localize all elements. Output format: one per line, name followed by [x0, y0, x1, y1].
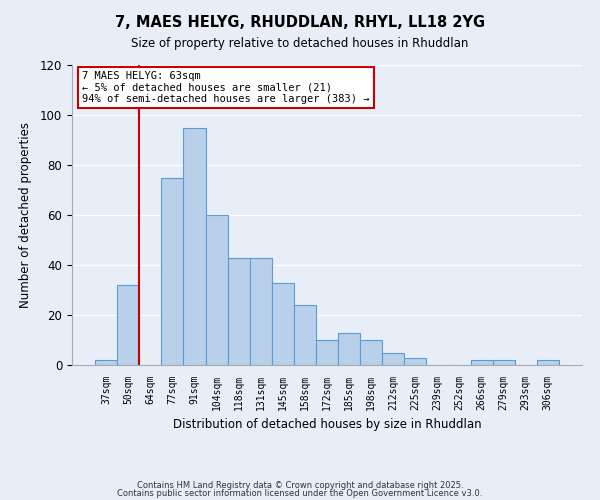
Text: Size of property relative to detached houses in Rhuddlan: Size of property relative to detached ho…: [131, 38, 469, 51]
Bar: [316, 340, 338, 365]
X-axis label: Distribution of detached houses by size in Rhuddlan: Distribution of detached houses by size …: [173, 418, 481, 432]
Bar: [338, 332, 360, 365]
Bar: [184, 128, 206, 365]
Bar: [470, 360, 493, 365]
Text: 7, MAES HELYG, RHUDDLAN, RHYL, LL18 2YG: 7, MAES HELYG, RHUDDLAN, RHYL, LL18 2YG: [115, 15, 485, 30]
Bar: [206, 215, 227, 365]
Bar: [382, 352, 404, 365]
Bar: [95, 360, 117, 365]
Y-axis label: Number of detached properties: Number of detached properties: [19, 122, 32, 308]
Bar: [537, 360, 559, 365]
Bar: [493, 360, 515, 365]
Text: 7 MAES HELYG: 63sqm
← 5% of detached houses are smaller (21)
94% of semi-detache: 7 MAES HELYG: 63sqm ← 5% of detached hou…: [82, 71, 370, 104]
Bar: [360, 340, 382, 365]
Bar: [250, 258, 272, 365]
Text: Contains HM Land Registry data © Crown copyright and database right 2025.: Contains HM Land Registry data © Crown c…: [137, 480, 463, 490]
Bar: [161, 178, 184, 365]
Bar: [227, 258, 250, 365]
Bar: [404, 358, 427, 365]
Text: Contains public sector information licensed under the Open Government Licence v3: Contains public sector information licen…: [118, 490, 482, 498]
Bar: [294, 305, 316, 365]
Bar: [117, 285, 139, 365]
Bar: [272, 282, 294, 365]
